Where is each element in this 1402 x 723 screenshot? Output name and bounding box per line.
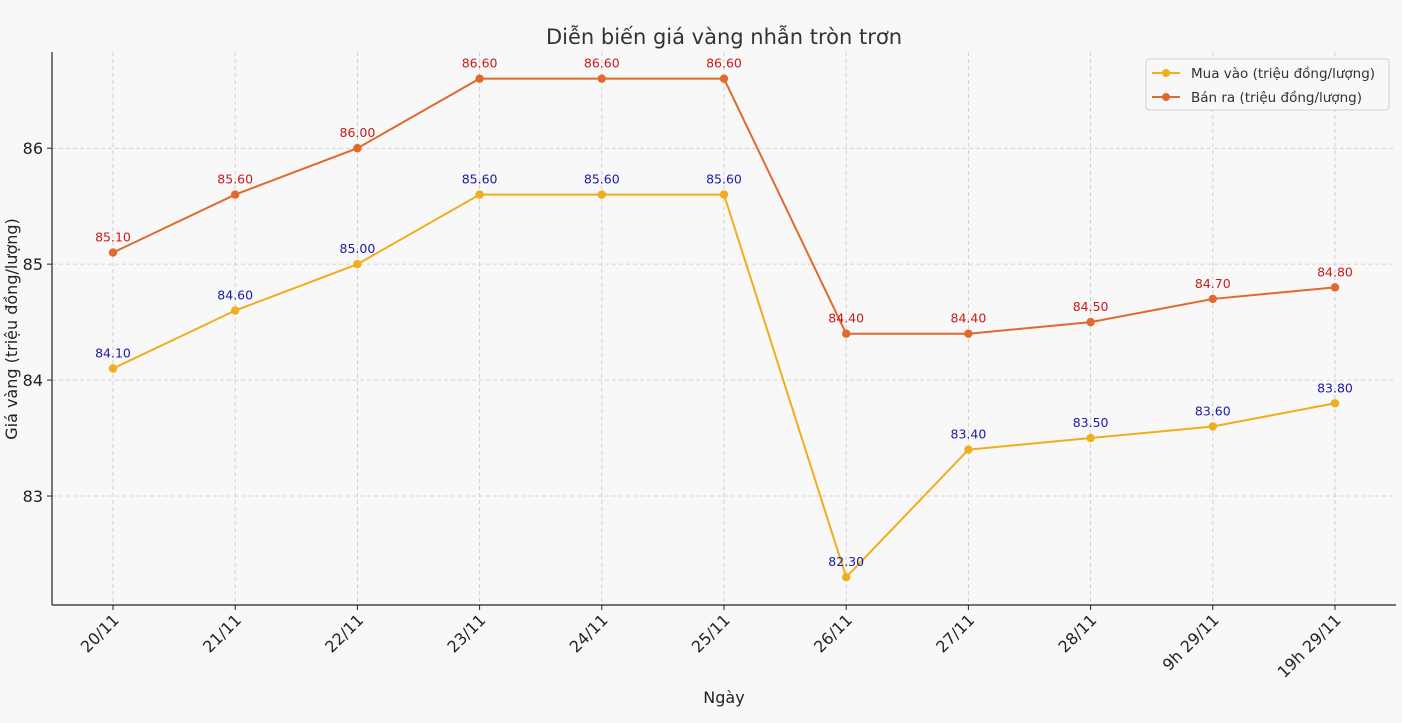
data-label-buy: 85.60 [706,172,742,187]
legend-label-sell: Bán ra (triệu đồng/lượng) [1191,89,1362,106]
x-tick-label: 19h 29/11 [1274,610,1345,681]
data-point-sell [108,248,118,257]
legend-box [1145,58,1390,111]
data-point-sell [597,74,606,83]
data-point-buy [1330,399,1340,408]
data-label-buy: 85.00 [340,241,376,256]
ticks: 20/11 21/11 22/11 23/11 24/11 25/11 26/11 27/11… [23,139,1345,681]
legend-label-buy: Mua vào (triệu đồng/lượng) [1191,65,1375,82]
data-label-buy: 84.60 [217,288,253,303]
x-tick-label: 26/11 [810,610,856,656]
y-tick-label: 85 [23,255,43,274]
y-tick-label: 84 [23,371,43,390]
data-point-buy [475,190,484,199]
data-label-buy: 85.60 [462,172,498,187]
data-label-sell: 86.60 [706,56,742,71]
y-tick-label: 83 [23,487,43,506]
data-point-sell [964,329,973,338]
data-label-buy: 84.10 [95,345,131,360]
data-label-buy: 82.30 [828,554,864,569]
data-label-sell: 84.50 [1073,299,1109,314]
series [108,74,1340,582]
data-label-sell: 86.60 [584,56,620,71]
data-point-sell [475,74,484,83]
x-tick-label: 25/11 [688,610,734,656]
data-label-sell: 86.00 [340,125,376,140]
data-point-sell [842,329,851,338]
data-point-buy [353,259,362,269]
data-point-sell [1086,317,1095,327]
data-point-buy [719,190,729,199]
data-point-sell [1208,294,1218,304]
data-point-buy [1086,433,1095,443]
data-point-sell [231,190,240,199]
data-label-sell: 84.40 [951,311,987,326]
data-label-sell: 85.60 [217,172,253,187]
data-label-sell: 84.40 [828,311,864,326]
x-tick-label: 27/11 [932,610,978,656]
data-label-buy: 83.50 [1073,415,1109,430]
data-label-sell: 84.70 [1195,276,1231,291]
x-tick-label: 23/11 [443,610,489,656]
x-tick-label: 28/11 [1054,610,1100,656]
x-tick-label: 24/11 [566,610,612,656]
data-label-buy: 83.80 [1317,380,1353,395]
legend-marker-buy [1162,69,1170,77]
data-point-buy [231,306,240,315]
data-label-buy: 85.60 [584,172,620,187]
x-axis-label: Ngày [703,688,744,707]
x-tick-label: 21/11 [199,610,245,656]
data-label-sell: 84.80 [1317,264,1353,279]
legend-marker-sell [1162,93,1170,101]
y-axis-label: Giá vàng (triệu đồng/lượng) [2,218,21,440]
data-point-buy [964,445,973,454]
x-tick-label: 20/11 [77,610,123,656]
data-label-buy: 83.60 [1195,403,1231,418]
grid [52,52,1396,605]
data-point-sell [719,74,729,83]
x-tick-label: 22/11 [321,610,367,656]
data-point-buy [1208,422,1218,431]
data-point-buy [597,190,606,199]
data-label-sell: 86.60 [462,56,498,71]
data-point-buy [842,572,851,582]
data-label-sell: 85.10 [95,230,131,245]
data-point-buy [108,364,118,373]
data-label-buy: 83.40 [951,427,987,442]
chart-title: Diễn biến giá vàng nhẫn tròn trơn [546,24,902,49]
data-point-sell [353,144,362,153]
data-labels: 84.10 84.60 85.00 85.60 85.60 85.60 82.30 83.40… [95,56,1353,570]
y-tick-label: 86 [23,139,43,158]
x-tick-label: 9h 29/11 [1159,610,1223,674]
data-point-sell [1330,283,1340,292]
legend: Mua vào (triệu đồng/lượng) Bán ra (triệu… [1145,58,1390,111]
